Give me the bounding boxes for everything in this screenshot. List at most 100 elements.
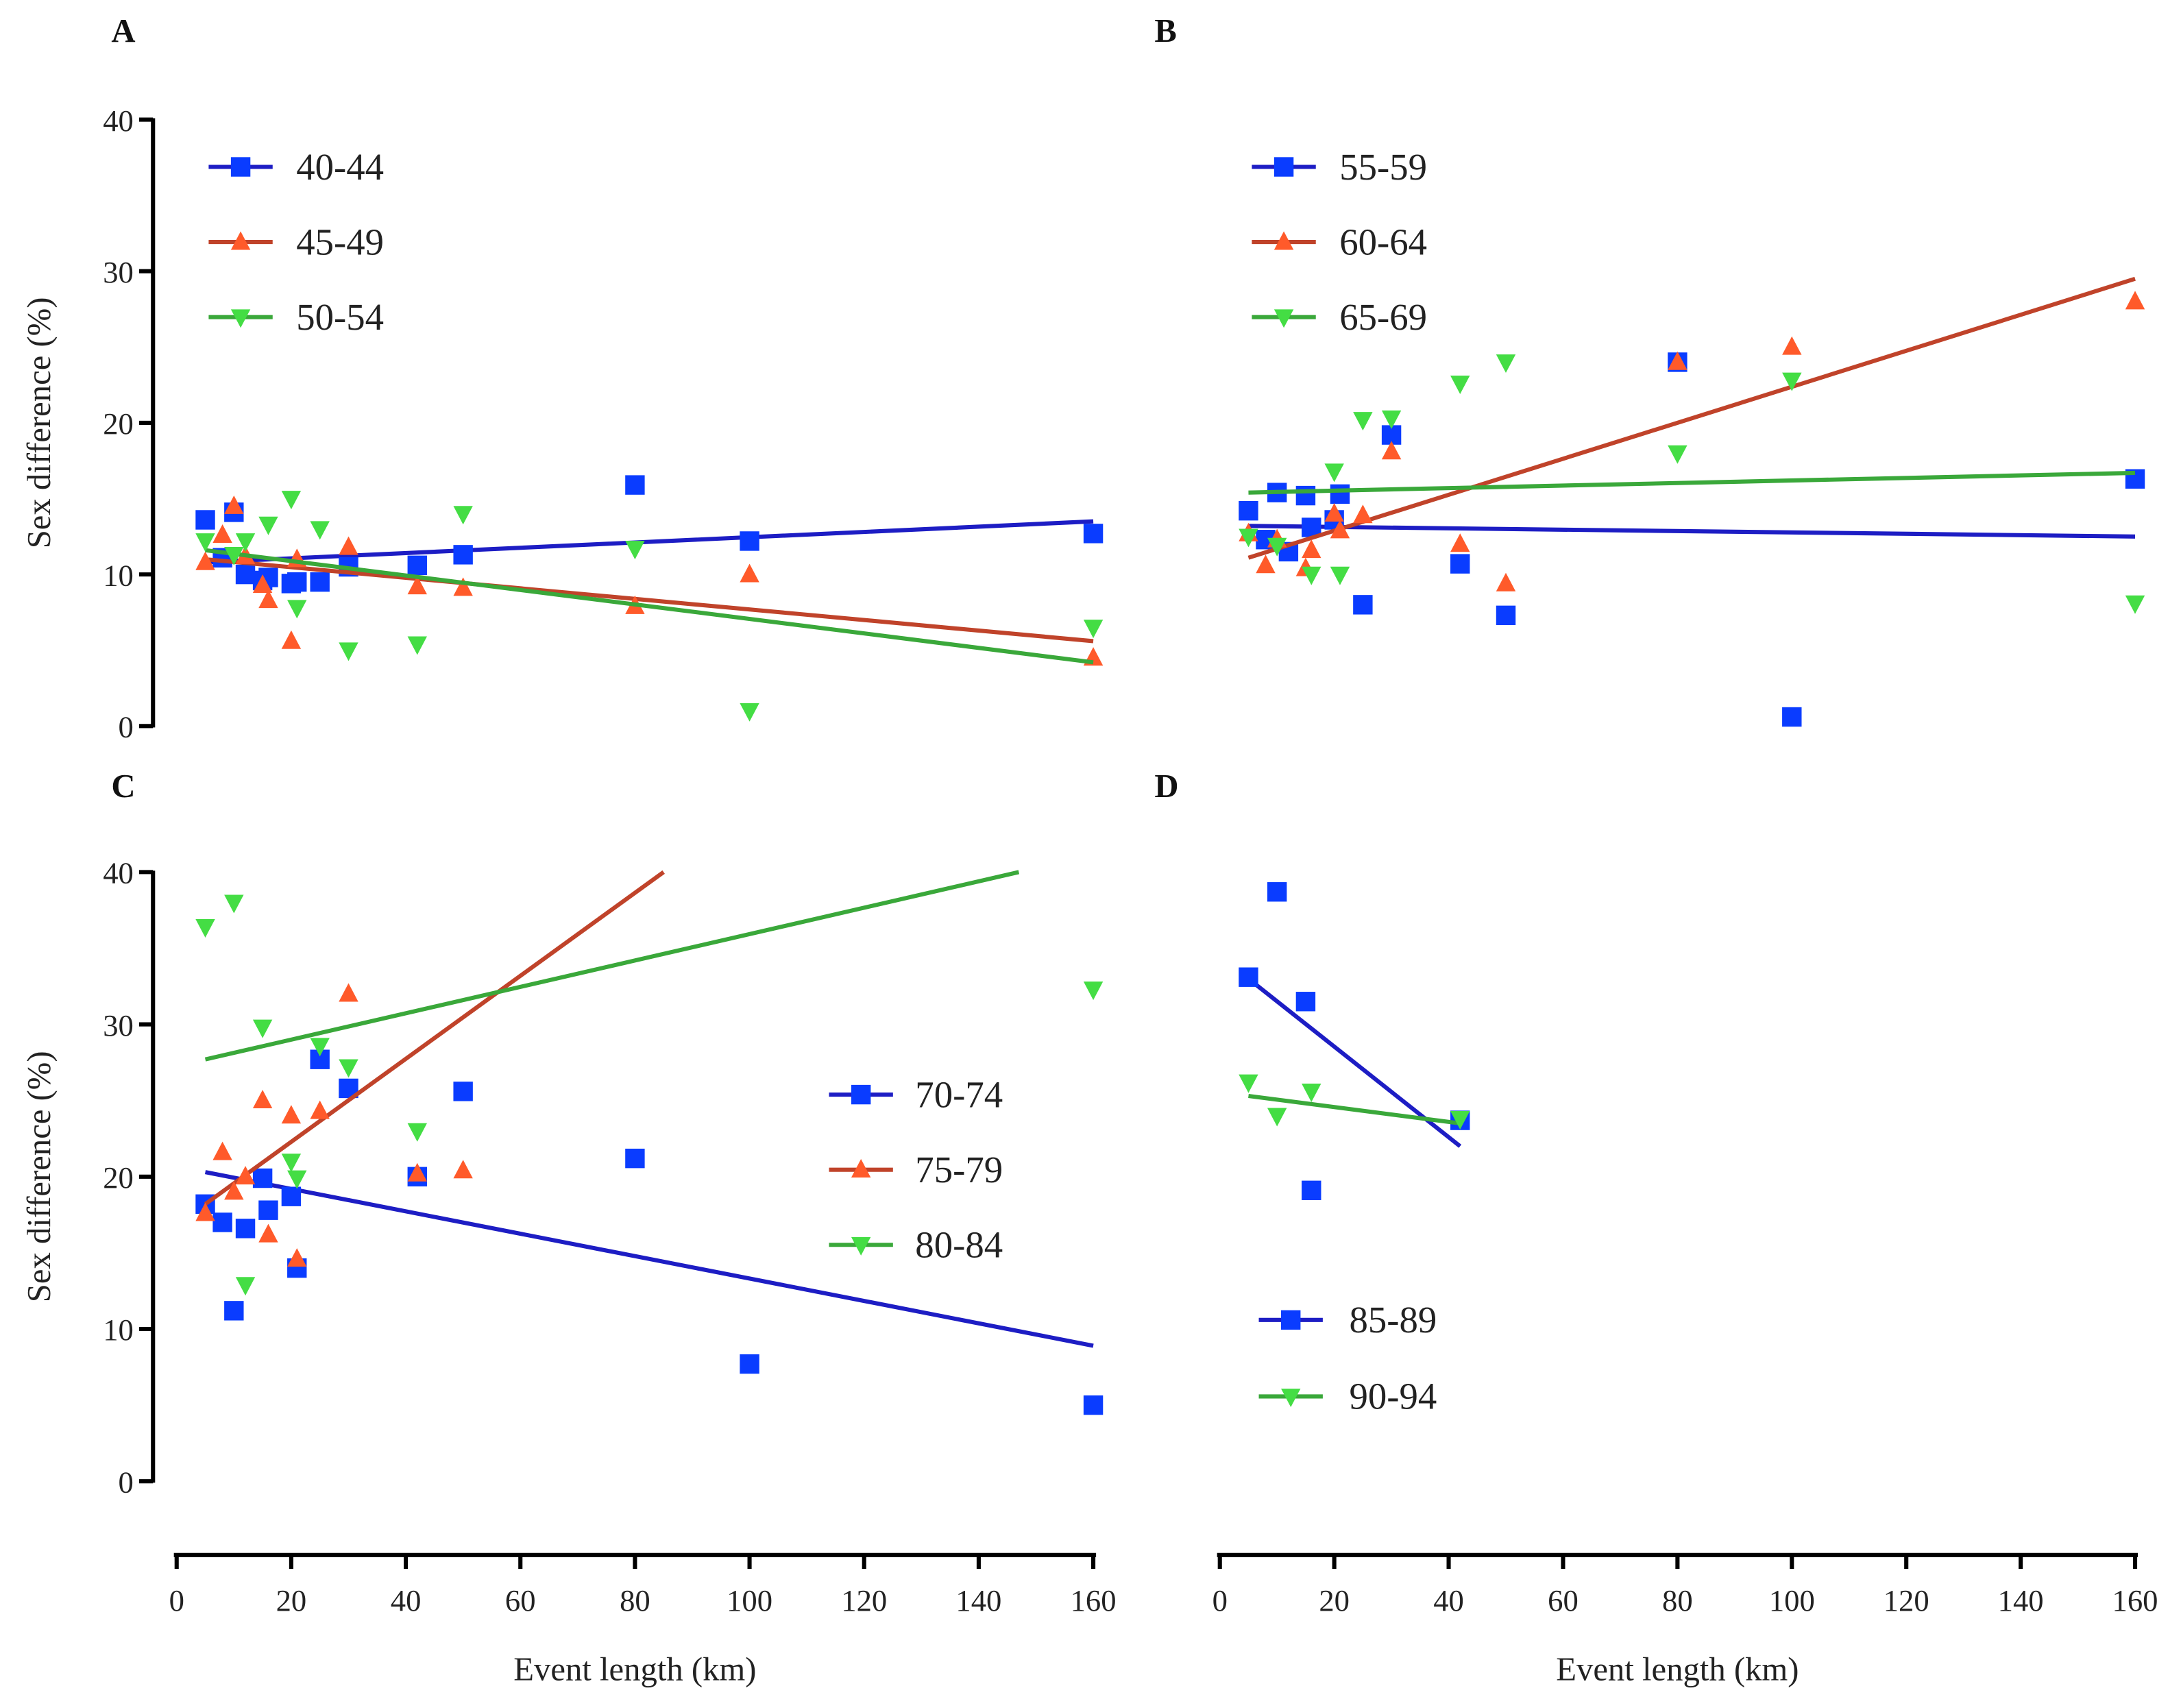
data-point [287,572,307,592]
data-point [235,1166,256,1185]
x-tick-label: 20 [276,1583,307,1618]
y-tick-label: 40 [103,103,134,138]
x-tick-label: 80 [620,1583,650,1618]
series-70-74 [195,1049,1104,1415]
data-point [1782,336,1802,355]
y-tick-label: 10 [103,558,134,592]
data-point [212,1141,232,1160]
series-50-54 [195,491,1104,722]
data-point [235,533,256,552]
x-tick-label: 100 [1769,1583,1815,1618]
data-point [1267,882,1287,902]
data-point [2125,291,2145,310]
regression-line [205,548,1094,665]
x-tick-label: 100 [727,1583,772,1618]
data-point [1450,533,1470,552]
legend-entry: 50-54 [208,296,384,338]
data-point [281,1154,302,1173]
panel-letter: A [111,12,135,49]
data-point [224,495,244,514]
data-point [310,572,330,592]
data-point [1668,351,1687,370]
data-point [258,516,278,535]
data-point [625,475,645,495]
legend-label: 75-79 [915,1149,1003,1191]
x-tick-label: 20 [1319,1583,1350,1618]
data-point [224,1301,244,1321]
data-point [407,1123,427,1142]
data-point [1083,620,1104,639]
series-55-59 [1239,352,2145,727]
legend-entry: 85-89 [1258,1299,1437,1341]
data-point [453,577,473,596]
data-point [453,1082,473,1101]
series-85-89 [1239,882,1470,1201]
data-point [2125,595,2145,614]
regression-line [1248,524,2136,539]
series-60-64 [1239,276,2145,591]
data-point [407,576,427,595]
data-point [1353,412,1373,431]
data-point [1302,566,1321,585]
data-point [252,1019,273,1038]
data-point [1496,354,1516,374]
data-point [1239,967,1258,987]
data-point [252,1168,273,1188]
data-point [1302,539,1321,559]
panel-letter: D [1154,768,1178,805]
legend-label: 85-89 [1349,1299,1437,1341]
legend-marker [230,309,251,328]
data-point [281,491,302,510]
legend-label: 60-64 [1339,221,1427,263]
legend-marker [1281,1310,1301,1330]
y-axis-title: Sex difference (%) [21,1051,58,1302]
data-point [1239,528,1258,548]
data-point [1267,1108,1287,1127]
data-point [1496,605,1516,626]
x-tick-label: 120 [1884,1583,1929,1618]
data-point [224,894,244,914]
legend-marker [851,1084,871,1105]
data-point [235,1277,256,1296]
x-axis-title: Event length (km) [513,1650,756,1687]
legend-label: 50-54 [296,296,384,338]
legend-marker [230,157,251,177]
data-point [1083,1395,1104,1415]
data-point [212,1212,232,1232]
panel-a: A 0 10 20 30 40 Sex difference (%) 40-44 45-49 50… [21,12,1104,744]
data-point [1267,537,1287,557]
data-point [453,545,473,565]
data-point [281,630,302,649]
data-point [1083,524,1104,544]
panel-c: C 0 10 20 30 40 Sex difference (%) 0 20 40 60 80 100… [21,768,1116,1688]
data-point [1782,372,1802,391]
data-point [235,1219,256,1239]
data-point [1324,463,1344,483]
legend-entry: 70-74 [829,1073,1003,1115]
data-point [1239,1074,1258,1093]
data-point [1324,503,1344,522]
data-point [1353,595,1373,615]
data-point [281,1186,302,1206]
data-point [224,546,244,565]
data-point [258,589,278,609]
legend-entry: 65-69 [1252,296,1427,338]
y-tick-label: 40 [103,856,134,890]
data-point [740,1354,759,1374]
series-65-69 [1239,354,2145,614]
data-point [1496,572,1516,591]
data-point [195,919,215,938]
data-point [1330,520,1350,539]
data-point [407,555,427,576]
data-point [1330,484,1350,504]
y-tick-label: 20 [103,1160,134,1195]
data-point [1330,566,1350,585]
data-point [453,506,473,525]
data-point [740,703,759,722]
data-point [339,983,358,1002]
legend-label: 40-44 [296,146,384,188]
x-axis-title: Event length (km) [1556,1650,1799,1687]
x-tick-label: 40 [1433,1583,1464,1618]
data-point [1295,485,1316,506]
data-point [287,1248,307,1267]
